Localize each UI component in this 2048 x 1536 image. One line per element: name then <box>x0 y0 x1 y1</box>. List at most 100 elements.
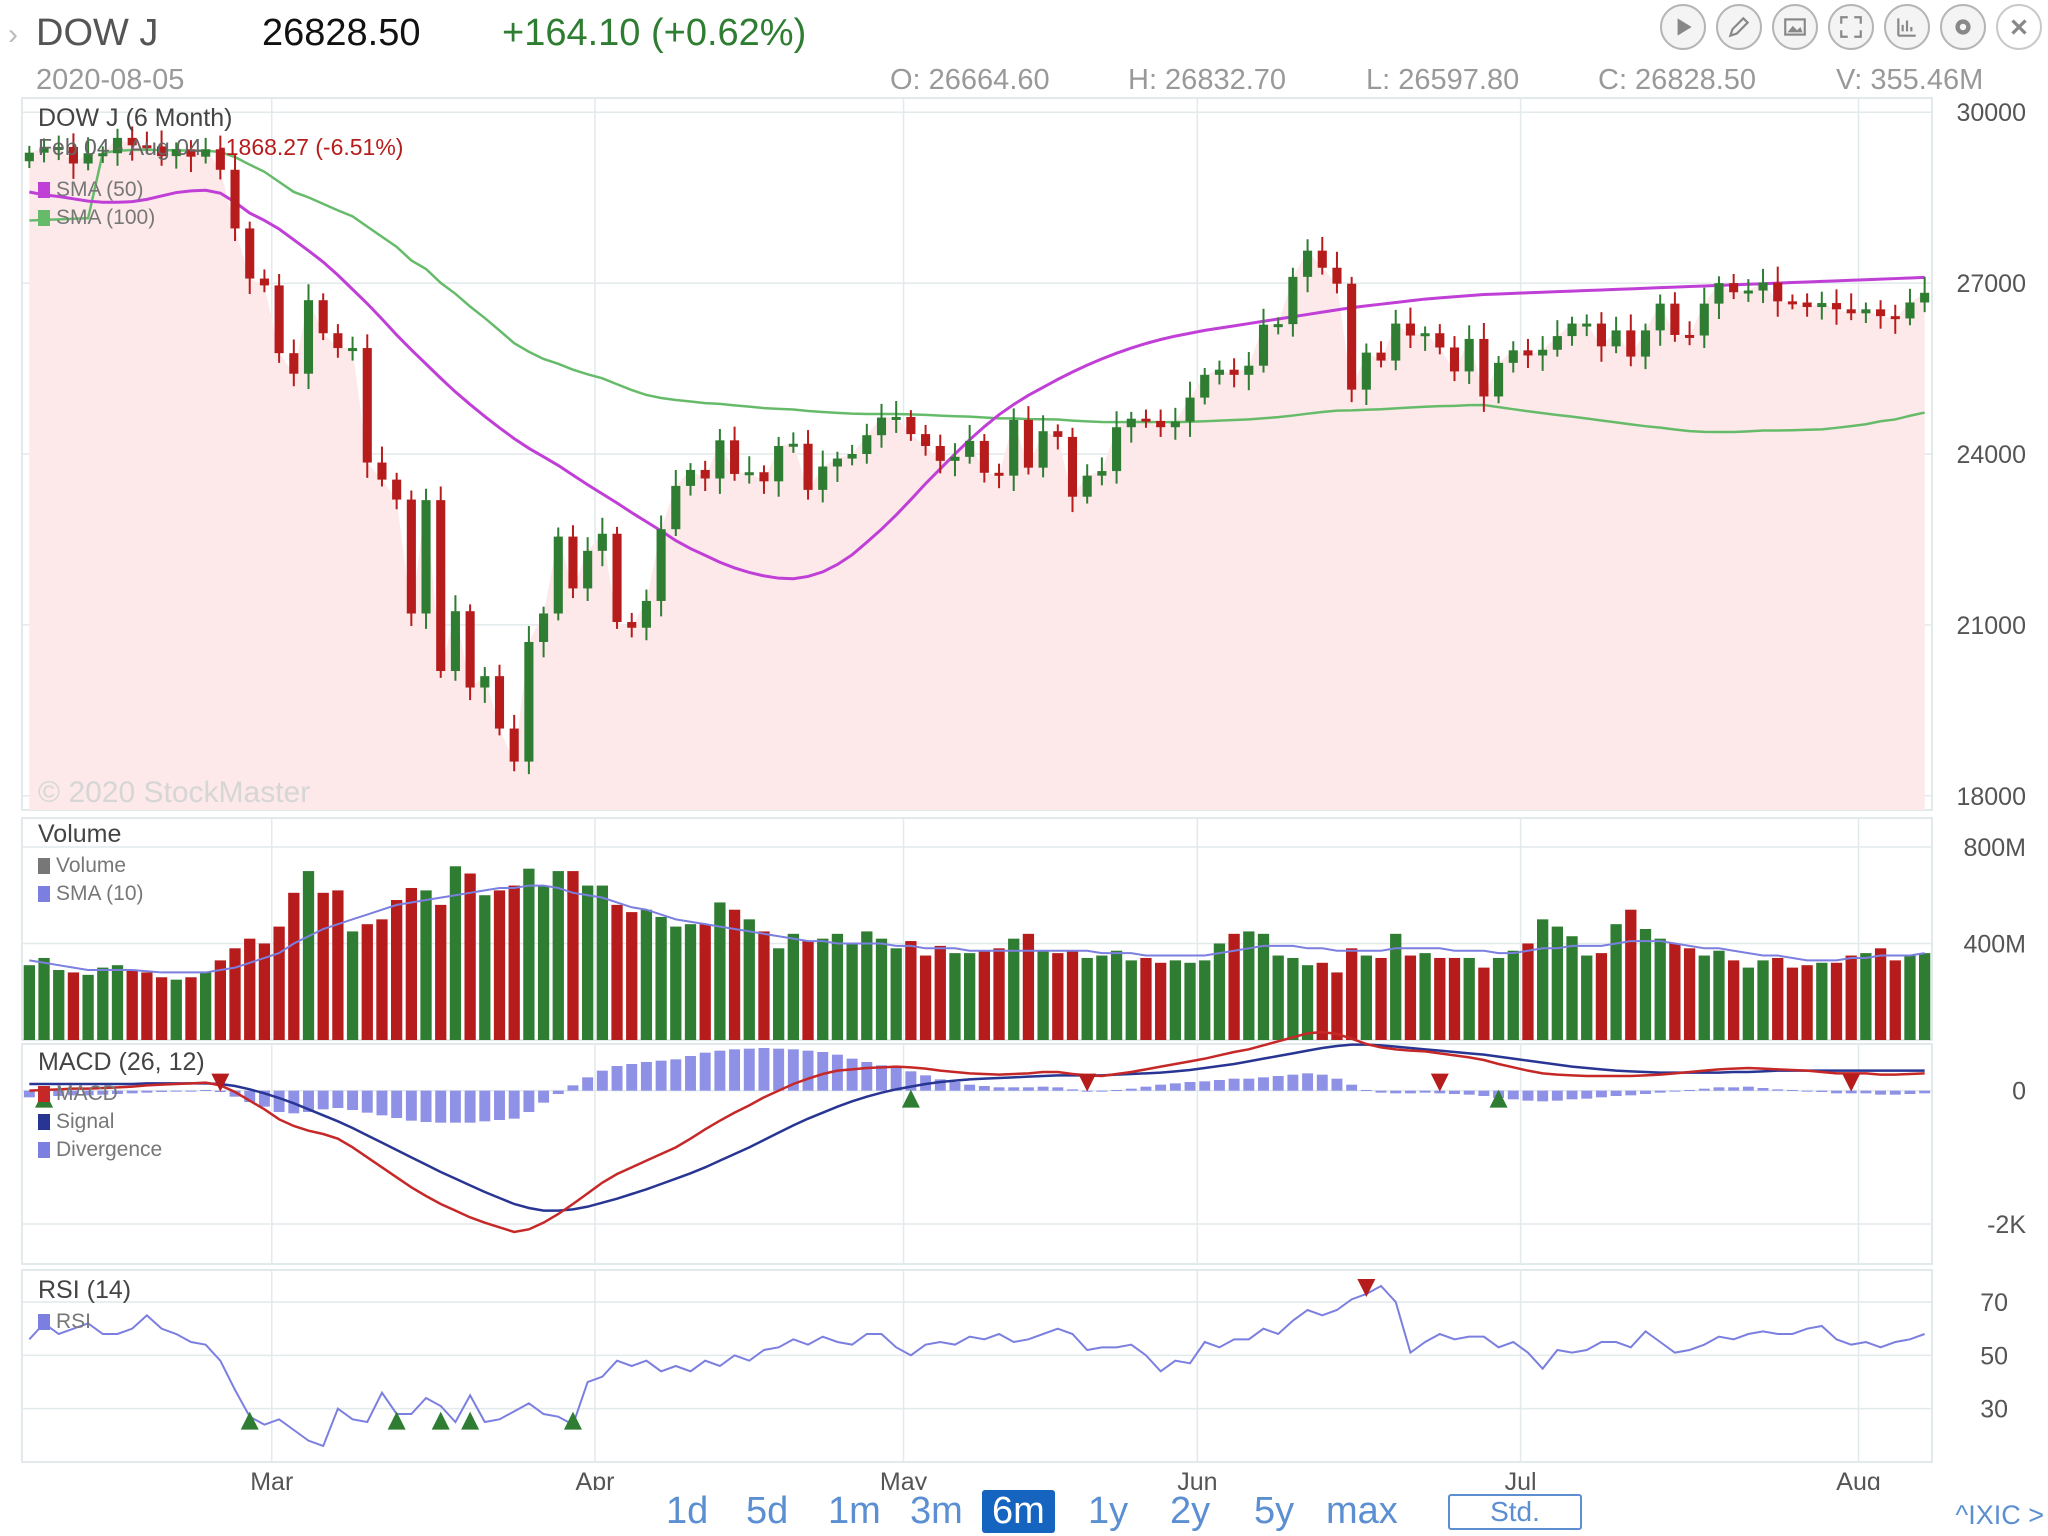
volume-bar <box>1257 933 1270 1040</box>
candle-body <box>54 146 64 150</box>
divergence-bar <box>729 1049 741 1091</box>
legend-rsi: RSI <box>38 1310 91 1334</box>
x-tick-label: Mar <box>250 1468 293 1490</box>
divergence-bar <box>361 1090 373 1113</box>
play-icon[interactable] <box>1660 4 1706 50</box>
volume-tick-label: 800M <box>1963 834 2026 862</box>
candle-body <box>1611 330 1621 347</box>
divergence-bar <box>23 1090 35 1098</box>
std-button[interactable]: Std. <box>1448 1494 1582 1530</box>
divergence-bar <box>288 1090 300 1114</box>
timeframe-2y[interactable]: 2y <box>1170 1490 1211 1532</box>
timeframe-max[interactable]: max <box>1326 1490 1398 1532</box>
divergence-bar <box>787 1049 799 1091</box>
candle-body <box>1405 323 1415 336</box>
divergence-bar <box>317 1090 329 1110</box>
timeframe-6m[interactable]: 6m <box>982 1490 1055 1533</box>
timeframe-1d[interactable]: 1d <box>666 1490 709 1532</box>
volume-bar <box>1551 926 1563 1040</box>
candle-body <box>539 613 549 642</box>
chart-type-icon[interactable] <box>1884 4 1930 50</box>
image-icon[interactable] <box>1772 4 1818 50</box>
price-tick-label: 24000 <box>1956 441 2026 469</box>
divergence-bar <box>1640 1090 1651 1094</box>
price-panel-title: DOW J (6 Month) <box>38 104 233 132</box>
volume-bar <box>1155 962 1167 1040</box>
volume-bar <box>1287 957 1299 1040</box>
divergence-bar <box>1125 1088 1137 1091</box>
volume-bar <box>1301 965 1314 1040</box>
last-price: 26828.50 <box>262 12 421 54</box>
back-chevron-icon[interactable]: › <box>8 18 18 51</box>
volume-sma-line <box>29 884 1925 974</box>
candle-body <box>1890 316 1900 320</box>
candle-body <box>1244 365 1254 375</box>
high-value: H: 26832.70 <box>1128 64 1287 96</box>
volume-bar <box>464 873 476 1040</box>
candle-body <box>1699 303 1709 336</box>
candle-body <box>876 417 887 436</box>
candle-body <box>1376 352 1386 361</box>
close-icon[interactable] <box>1996 4 2042 50</box>
fullscreen-icon[interactable] <box>1828 4 1874 50</box>
macd-sell-marker <box>1842 1073 1861 1092</box>
candle-body <box>1023 419 1033 468</box>
timeframe-5d[interactable]: 5d <box>746 1490 789 1532</box>
divergence-bar <box>1566 1090 1578 1100</box>
divergence-bar <box>552 1090 564 1094</box>
divergence-bar <box>1786 1090 1798 1091</box>
candle-body <box>641 600 651 628</box>
candle-body <box>1214 369 1224 375</box>
candle-body <box>950 456 960 461</box>
open-value: O: 26664.60 <box>890 64 1050 96</box>
volume-bar <box>1022 933 1035 1040</box>
candle-body <box>1391 323 1401 361</box>
pencil-icon[interactable] <box>1716 4 1762 50</box>
candle-body <box>1141 418 1151 422</box>
volume-bar <box>1757 960 1769 1040</box>
gear-icon[interactable] <box>1940 4 1986 50</box>
divergence-bar <box>1375 1090 1387 1093</box>
volume-bar <box>1639 929 1652 1040</box>
volume-bar <box>97 967 109 1040</box>
volume-bar <box>361 924 373 1040</box>
divergence-bar <box>1169 1083 1181 1091</box>
rsi-line <box>28 1284 1925 1448</box>
divergence-bar <box>1831 1090 1842 1094</box>
timeframe-1y[interactable]: 1y <box>1088 1490 1129 1532</box>
macd-buy-marker <box>1489 1089 1508 1108</box>
divergence-bar <box>611 1066 623 1091</box>
compare-link[interactable]: ^IXIC > <box>1955 1500 2044 1530</box>
volume-bar <box>1243 931 1255 1040</box>
divergence-bar <box>582 1077 594 1091</box>
timeframe-5y[interactable]: 5y <box>1254 1490 1295 1532</box>
volume-bar <box>1228 933 1240 1040</box>
macd-sell-marker <box>1078 1073 1097 1092</box>
volume-bar <box>82 974 94 1040</box>
divergence-bar <box>141 1090 153 1093</box>
candle-body <box>127 137 137 146</box>
volume-bar <box>787 933 799 1040</box>
divergence-bar <box>1404 1090 1416 1094</box>
candle-body <box>421 500 431 614</box>
stock-chart[interactable]: Mar Apr May Jun Jul Aug 30000 27000 24000 21000 18… <box>0 0 2048 1490</box>
candle-body <box>1831 303 1842 310</box>
candle-body <box>1538 349 1548 356</box>
divergence-bar <box>126 1090 138 1094</box>
candle-body <box>1626 330 1636 357</box>
divergence-bar <box>1096 1090 1108 1092</box>
volume-bar <box>229 948 241 1040</box>
divergence-bar <box>964 1084 976 1091</box>
candle-body <box>1112 427 1122 472</box>
volume-value: V: 355.46M <box>1836 64 1984 96</box>
timeframe-1m[interactable]: 1m <box>828 1490 881 1532</box>
date-range: Feb 04 - Aug 04 <box>38 134 202 160</box>
divergence-bar <box>1243 1078 1255 1091</box>
volume-panel-title: Volume <box>38 820 122 848</box>
timeframe-3m[interactable]: 3m <box>910 1490 963 1532</box>
divergence-bar <box>303 1090 314 1112</box>
divergence-bar <box>1919 1090 1931 1094</box>
volume-bar <box>214 960 226 1040</box>
rsi-tick-label: 70 <box>1980 1289 2008 1317</box>
candle-body <box>891 416 901 420</box>
